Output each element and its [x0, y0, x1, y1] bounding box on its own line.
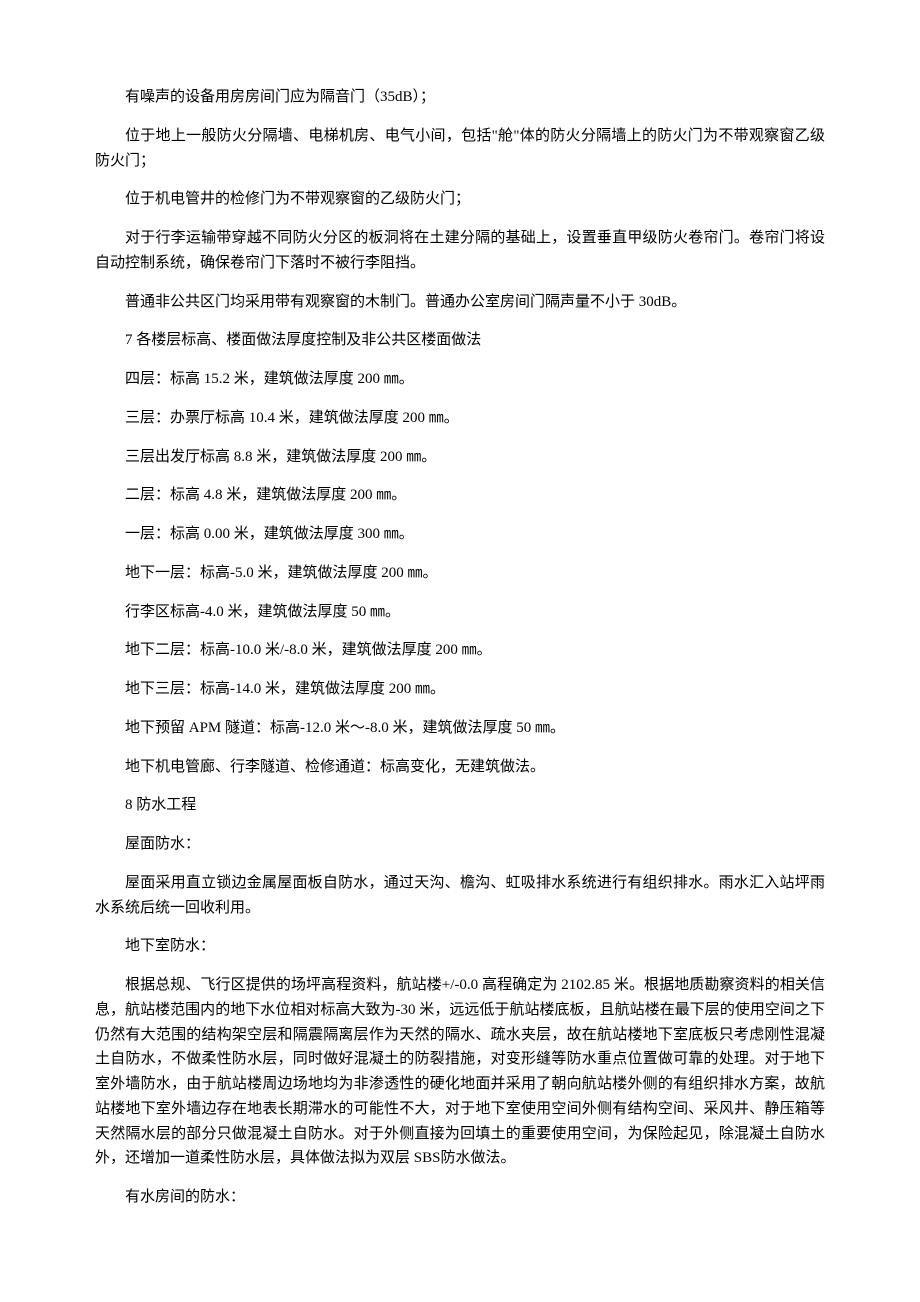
subsection-heading: 地下室防水：: [95, 934, 825, 959]
paragraph: 根据总规、飞行区提供的场坪高程资料，航站楼+/-0.0 高程确定为 2102.8…: [95, 973, 825, 1171]
paragraph: 行李区标高-4.0 米，建筑做法厚度 50 ㎜。: [95, 600, 825, 625]
paragraph: 普通非公共区门均采用带有观察窗的木制门。普通办公室房间门隔声量不小于 30dB。: [95, 290, 825, 315]
paragraph: 屋面采用直立锁边金属屋面板自防水，通过天沟、檐沟、虹吸排水系统进行有组织排水。雨…: [95, 871, 825, 921]
subsection-heading: 有水房间的防水：: [95, 1185, 825, 1210]
paragraph: 对于行李运输带穿越不同防火分区的板洞将在土建分隔的基础上，设置垂直甲级防火卷帘门…: [95, 226, 825, 276]
subsection-heading: 屋面防水：: [95, 832, 825, 857]
paragraph: 地下二层：标高-10.0 米/-8.0 米，建筑做法厚度 200 ㎜。: [95, 638, 825, 663]
paragraph: 三层出发厅标高 8.8 米，建筑做法厚度 200 ㎜。: [95, 445, 825, 470]
paragraph: 地下三层：标高-14.0 米，建筑做法厚度 200 ㎜。: [95, 677, 825, 702]
paragraph: 地下一层：标高-5.0 米，建筑做法厚度 200 ㎜。: [95, 561, 825, 586]
paragraph: 二层：标高 4.8 米，建筑做法厚度 200 ㎜。: [95, 483, 825, 508]
paragraph: 地下机电管廊、行李隧道、检修通道：标高变化，无建筑做法。: [95, 755, 825, 780]
section-heading-7: 7 各楼层标高、楼面做法厚度控制及非公共区楼面做法: [95, 328, 825, 353]
paragraph: 位于地上一般防火分隔墙、电梯机房、电气小间，包括"舱"体的防火分隔墙上的防火门为…: [95, 124, 825, 174]
paragraph: 三层：办票厅标高 10.4 米，建筑做法厚度 200 ㎜。: [95, 406, 825, 431]
section-heading-8: 8 防水工程: [95, 793, 825, 818]
paragraph: 一层：标高 0.00 米，建筑做法厚度 300 ㎜。: [95, 522, 825, 547]
paragraph: 地下预留 APM 隧道：标高-12.0 米～-8.0 米，建筑做法厚度 50 ㎜…: [95, 716, 825, 741]
paragraph: 四层：标高 15.2 米，建筑做法厚度 200 ㎜。: [95, 367, 825, 392]
paragraph: 位于机电管井的检修门为不带观察窗的乙级防火门；: [95, 187, 825, 212]
paragraph: 有噪声的设备用房房间门应为隔音门（35dB）；: [95, 85, 825, 110]
